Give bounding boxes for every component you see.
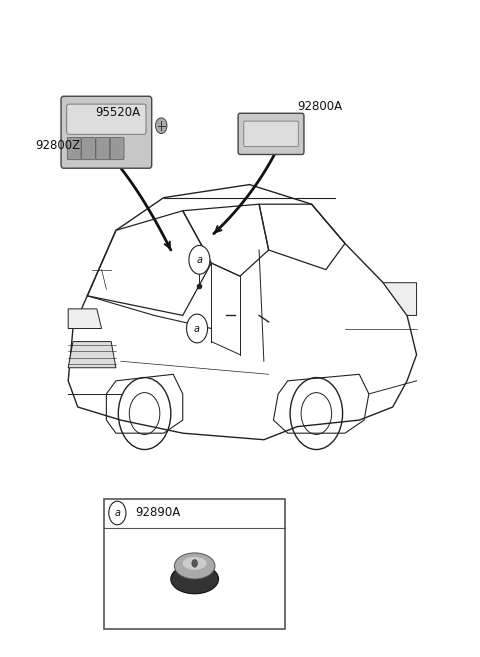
Text: 95520A: 95520A — [96, 106, 141, 119]
FancyBboxPatch shape — [82, 137, 96, 160]
Circle shape — [156, 118, 167, 133]
FancyBboxPatch shape — [67, 137, 81, 160]
FancyBboxPatch shape — [96, 137, 110, 160]
Ellipse shape — [183, 557, 206, 570]
Circle shape — [187, 314, 207, 343]
FancyBboxPatch shape — [110, 137, 124, 160]
Ellipse shape — [174, 553, 215, 579]
Text: a: a — [196, 255, 203, 265]
Circle shape — [192, 560, 198, 567]
Ellipse shape — [171, 564, 218, 594]
FancyBboxPatch shape — [67, 104, 146, 134]
Circle shape — [109, 501, 126, 525]
Text: 92800A: 92800A — [297, 100, 342, 112]
Polygon shape — [383, 283, 417, 315]
Text: a: a — [114, 508, 120, 518]
Text: a: a — [194, 323, 200, 334]
Polygon shape — [68, 342, 116, 368]
FancyBboxPatch shape — [244, 121, 298, 147]
FancyBboxPatch shape — [238, 113, 304, 154]
Text: 92800Z: 92800Z — [35, 139, 80, 152]
Polygon shape — [68, 309, 102, 328]
Circle shape — [189, 246, 210, 274]
FancyBboxPatch shape — [61, 97, 152, 168]
Text: 92890A: 92890A — [135, 507, 180, 520]
FancyBboxPatch shape — [104, 499, 285, 629]
